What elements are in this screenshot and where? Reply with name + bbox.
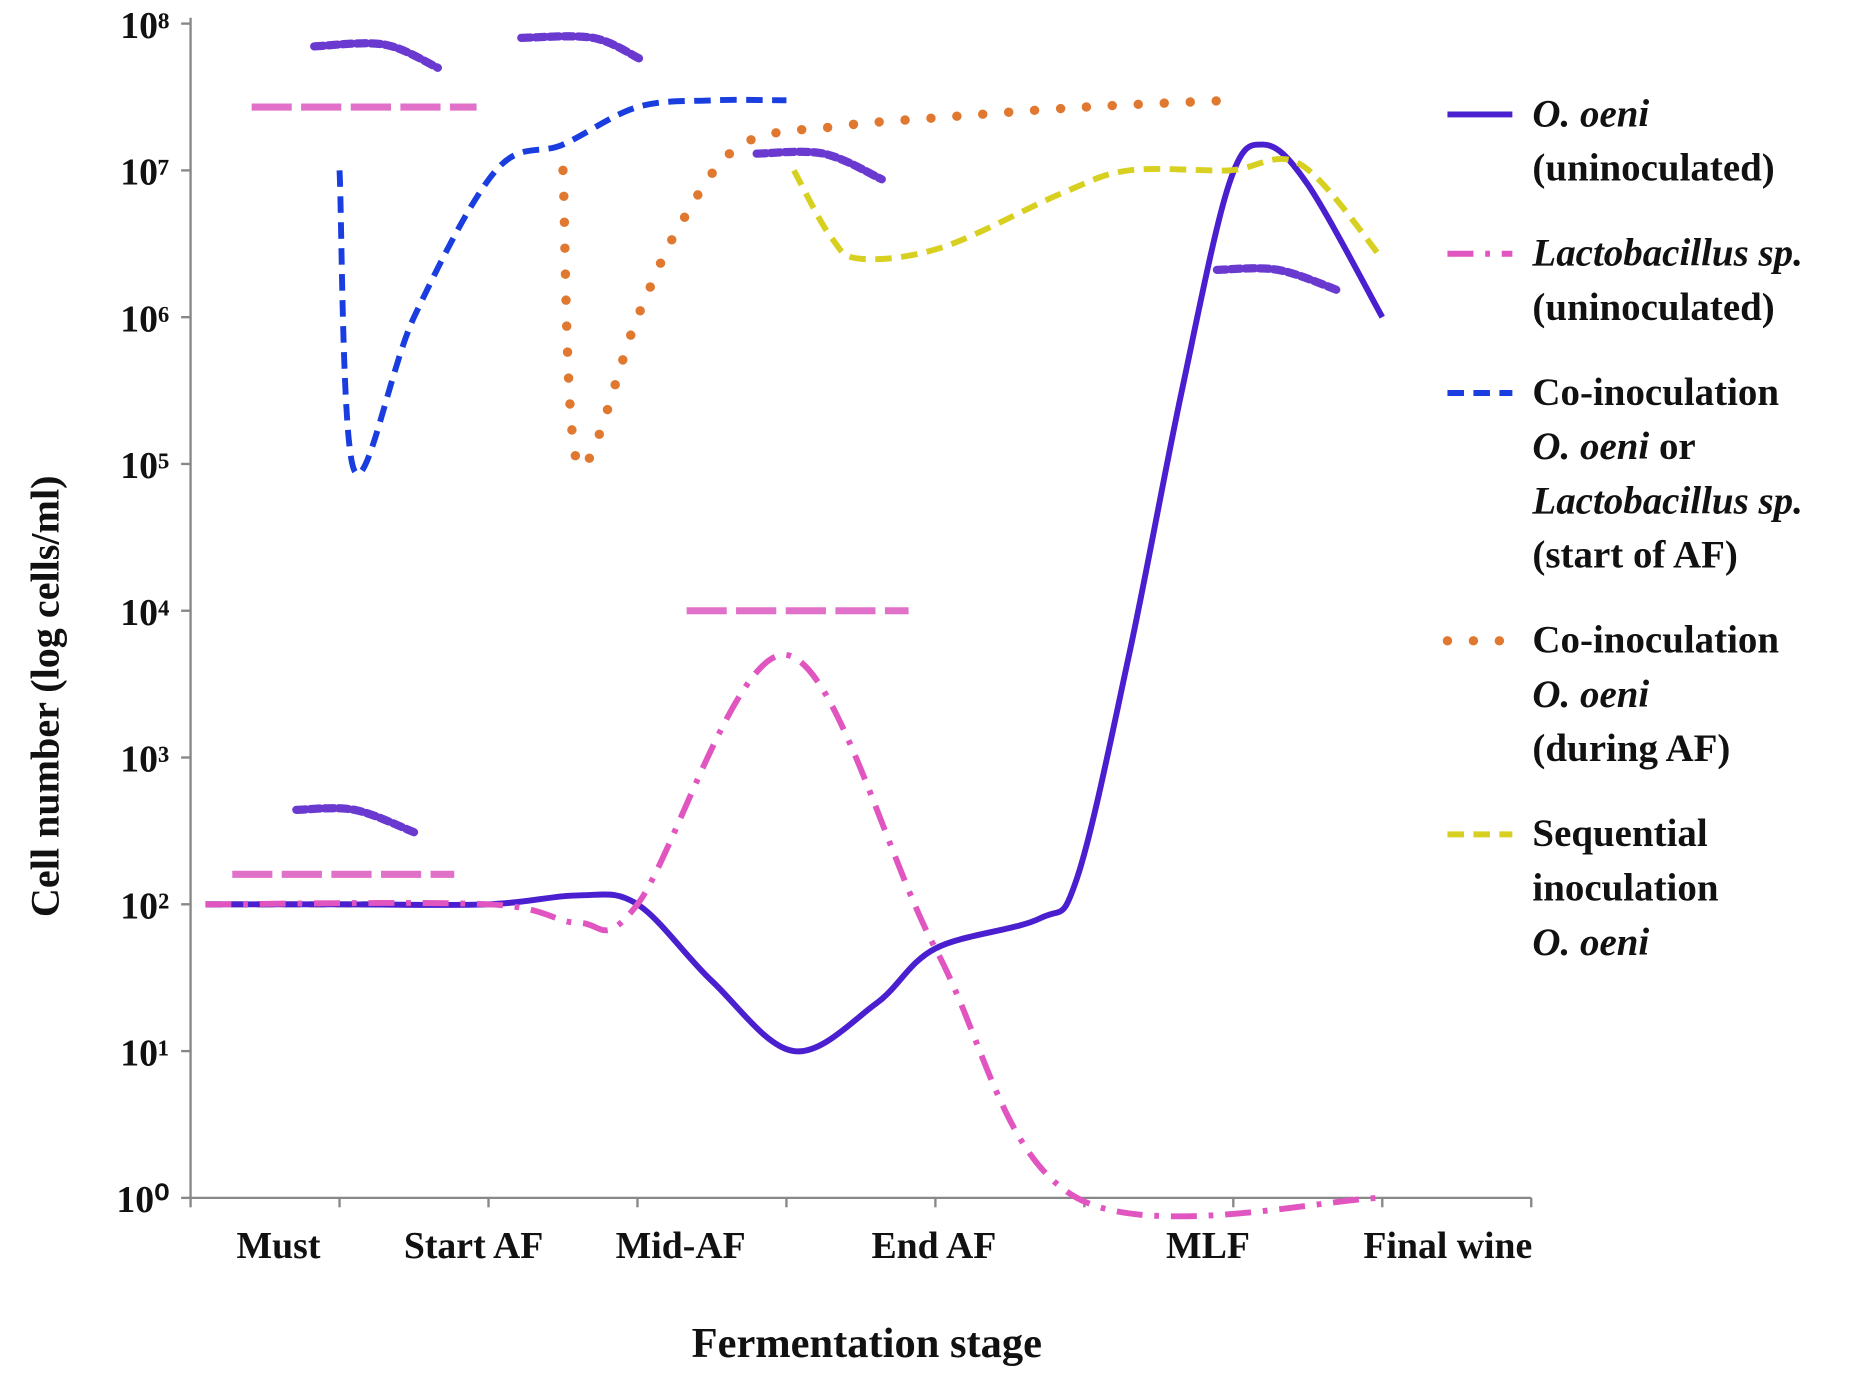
y-tick-label: 10³ — [120, 739, 169, 781]
legend-text: (during AF) — [1532, 727, 1730, 770]
legend-label: Sequential — [1532, 812, 1707, 855]
legend-text: Sequential — [1532, 812, 1707, 855]
range-marker — [314, 43, 438, 68]
legend-label: (uninoculated) — [1532, 147, 1774, 190]
y-tick-label: 10¹ — [120, 1032, 169, 1074]
legend-label: Lactobacillus sp. — [1531, 232, 1802, 275]
legend-label: O. oeni — [1532, 921, 1649, 964]
series-line — [205, 145, 1382, 1052]
legend-label: O. oeni or — [1532, 425, 1695, 468]
range-marker — [521, 36, 639, 58]
chart: Fermentation stage Cell number (log cell… — [0, 0, 1854, 1369]
legend-label: Co-inoculation — [1532, 619, 1779, 662]
x-tick-label: Must — [237, 1225, 321, 1267]
legend-label: O. oeni — [1532, 92, 1649, 135]
y-tick-label: 10⁶ — [120, 298, 169, 340]
y-tick-label: 10⁰ — [116, 1179, 169, 1221]
series-line — [340, 100, 787, 474]
legend-label: O. oeni — [1532, 673, 1649, 716]
x-tick-label: Final wine — [1363, 1225, 1532, 1267]
x-tick-label: MLF — [1166, 1225, 1250, 1267]
legend-label: (during AF) — [1532, 727, 1730, 770]
range-marker — [1217, 268, 1341, 291]
legend-text: (uninoculated) — [1532, 147, 1774, 190]
legend-label: Lactobacillus sp. — [1531, 479, 1802, 522]
range-marker — [757, 152, 882, 179]
y-tick-label: 10⁴ — [120, 592, 169, 634]
series-line — [563, 100, 1229, 467]
legend-label: Co-inoculation — [1532, 371, 1779, 414]
legend-label: (start of AF) — [1532, 534, 1737, 577]
legend-text: O. oeni — [1532, 425, 1649, 468]
legend-text: O. oeni — [1532, 92, 1649, 135]
legend-text: O. oeni — [1532, 921, 1649, 964]
legend-label: (uninoculated) — [1532, 286, 1774, 329]
y-axis-title: Cell number (log cells/ml) — [22, 476, 67, 918]
legend-label: inoculation — [1532, 866, 1718, 909]
series-line — [794, 159, 1382, 259]
legend-text: (uninoculated) — [1532, 286, 1774, 329]
page: Fermentation stage Cell number (log cell… — [0, 0, 1854, 1369]
x-axis-title: Fermentation stage — [692, 1320, 1042, 1367]
y-tick-label: 10⁸ — [120, 5, 169, 47]
legend-text: Co-inoculation — [1532, 619, 1779, 662]
legend-text: inoculation — [1532, 866, 1718, 909]
legend-text: O. oeni — [1532, 673, 1649, 716]
y-tick-label: 10² — [120, 885, 169, 927]
x-tick-label: Start AF — [404, 1225, 543, 1267]
x-tick-label: End AF — [871, 1225, 996, 1267]
legend-text: Lactobacillus sp. — [1531, 479, 1802, 522]
range-marker — [296, 808, 414, 832]
y-tick-label: 10⁷ — [120, 152, 169, 194]
legend-text: Lactobacillus sp. — [1531, 232, 1802, 275]
legend-text: (start of AF) — [1532, 534, 1737, 577]
legend-text: Co-inoculation — [1532, 371, 1779, 414]
series-line — [205, 655, 1382, 1217]
y-tick-label: 10⁵ — [120, 445, 169, 487]
x-tick-label: Mid-AF — [616, 1225, 746, 1267]
legend-text: or — [1649, 425, 1696, 468]
